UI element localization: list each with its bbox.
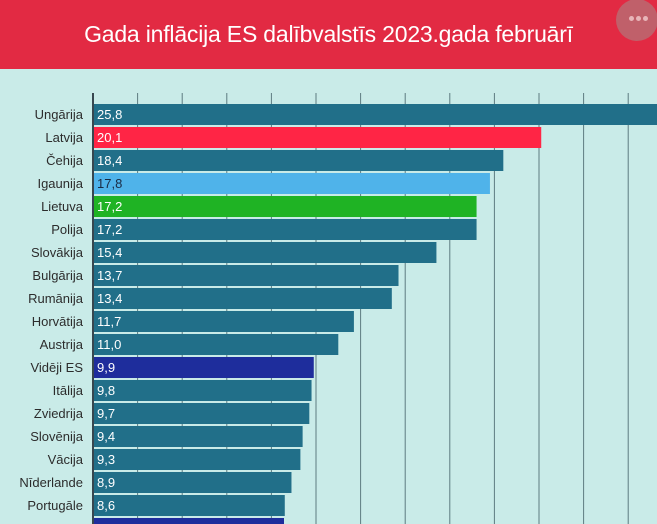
bar xyxy=(93,357,314,378)
value-label: 9,3 xyxy=(97,452,115,467)
bar xyxy=(93,380,312,401)
category-label: Slovēnija xyxy=(30,429,84,444)
category-label: Polija xyxy=(51,222,84,237)
category-label: Rumānija xyxy=(28,291,84,306)
category-label: Latvija xyxy=(45,130,83,145)
value-label: 9,7 xyxy=(97,406,115,421)
more-horizontal-icon xyxy=(629,16,634,21)
value-label: 15,4 xyxy=(97,245,122,260)
value-label: 11,7 xyxy=(97,314,121,329)
category-label: Čehija xyxy=(46,153,84,168)
bar xyxy=(93,311,354,332)
bar xyxy=(93,334,339,355)
category-label: Vidēji ES xyxy=(30,360,83,375)
value-label: 8,9 xyxy=(97,475,115,490)
value-label: 17,8 xyxy=(97,176,122,191)
bar xyxy=(93,426,303,447)
category-label: Lietuva xyxy=(41,199,84,214)
category-label: Portugāle xyxy=(27,498,83,513)
bar xyxy=(93,127,542,148)
bar xyxy=(93,196,477,217)
value-label: 17,2 xyxy=(97,222,122,237)
category-label: Austrija xyxy=(40,337,84,352)
page-title: Gada inflācija ES dalībvalstīs 2023.gada… xyxy=(84,21,573,47)
bar-chart: Ungārija 25,8 Latvija 20,1 Čehija 18,4 Igaunij… xyxy=(19,93,657,524)
more-horizontal-icon xyxy=(636,16,641,21)
value-label: 8,6 xyxy=(97,498,115,513)
bar xyxy=(93,265,399,286)
value-label: 17,2 xyxy=(97,199,122,214)
value-label: 13,7 xyxy=(97,268,122,283)
category-label: Horvātija xyxy=(32,314,84,329)
category-label: Nīderlande xyxy=(19,475,83,490)
value-label: 13,4 xyxy=(97,291,122,306)
header xyxy=(0,0,657,69)
value-label: 25,8 xyxy=(97,107,122,122)
value-label: 18,4 xyxy=(97,153,122,168)
more-horizontal-icon xyxy=(643,16,648,21)
more-options-button[interactable] xyxy=(616,0,657,41)
category-label: Vācija xyxy=(48,452,84,467)
bar xyxy=(93,403,310,424)
bar xyxy=(93,173,490,194)
category-label: Bulgārija xyxy=(32,268,83,283)
value-label: 9,8 xyxy=(97,383,115,398)
category-label: Slovākija xyxy=(31,245,84,260)
bar xyxy=(93,150,504,171)
category-label: Ungārija xyxy=(35,107,84,122)
value-label: 9,9 xyxy=(97,360,115,375)
bar xyxy=(93,288,392,309)
value-label: 11,0 xyxy=(97,337,121,352)
bar xyxy=(93,495,285,516)
category-label: Itālija xyxy=(53,383,84,398)
value-label: 9,4 xyxy=(97,429,115,444)
bar xyxy=(93,219,477,240)
bar xyxy=(93,518,284,524)
bar xyxy=(93,104,657,125)
bar xyxy=(93,242,437,263)
category-label: Igaunija xyxy=(37,176,83,191)
value-label: 20,1 xyxy=(97,130,122,145)
bar xyxy=(93,472,292,493)
category-label: Zviedrija xyxy=(34,406,84,421)
bar xyxy=(93,449,301,470)
